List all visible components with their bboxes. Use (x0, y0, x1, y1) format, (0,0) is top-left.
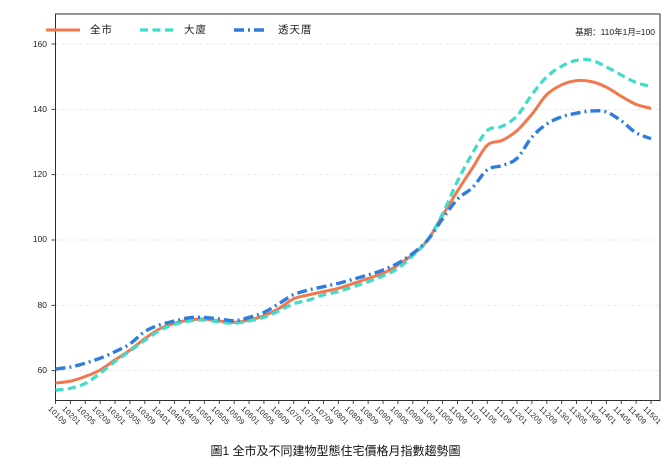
legend-label-0: 全市 (90, 24, 113, 36)
legend-line-sample-icon (234, 27, 268, 32)
plot-frame (55, 13, 661, 401)
legend-line-sample-icon (46, 28, 80, 31)
chart-legend: 全市 大廈 透天厝 (45, 22, 313, 37)
y-tick-label-100: 100 (32, 234, 47, 245)
y-tick-label-160: 160 (32, 38, 47, 49)
y-tick-label-120: 120 (32, 169, 47, 180)
y-tick-label-140: 140 (32, 103, 47, 114)
series-line-0 (55, 78, 652, 385)
series-line-1 (55, 57, 652, 392)
legend-label-1: 大廈 (184, 24, 207, 36)
legend-label-2: 透天厝 (278, 24, 313, 36)
legend-item-2: 透天厝 (233, 22, 313, 37)
chart-title: 圖1 全市及不同建物型態住宅價格月指數趨勢圖 (210, 444, 461, 458)
y-tick-label-60: 60 (37, 365, 47, 376)
legend-item-0: 全市 (45, 22, 113, 37)
base-period-note: 基期：110年1月=100 (575, 27, 655, 37)
legend-item-1: 大廈 (139, 22, 207, 37)
legend-line-sample-icon (140, 27, 174, 32)
y-tick-label-80: 80 (37, 299, 47, 310)
